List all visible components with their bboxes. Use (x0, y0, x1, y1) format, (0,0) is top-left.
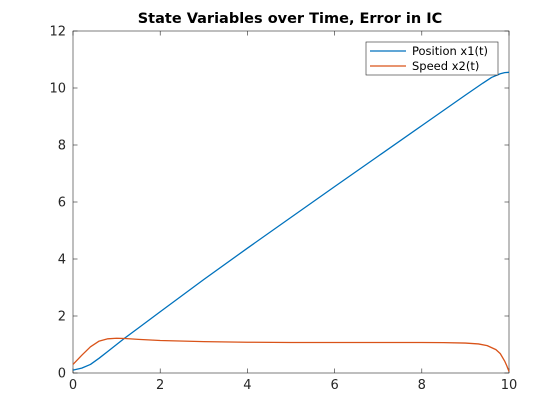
y-tick-label: 6 (58, 196, 66, 211)
legend-label: Position x1(t) (412, 44, 488, 58)
legend-box (365, 41, 499, 76)
y-tick-label: 4 (58, 253, 66, 268)
legend-label: Speed x2(t) (412, 59, 479, 73)
y-tick-label: 2 (58, 310, 66, 325)
x-tick-label: 8 (418, 378, 426, 393)
x-tick-label: 6 (330, 378, 338, 393)
x-tick-label: 0 (69, 378, 77, 393)
x-tick-label: 4 (243, 378, 251, 393)
y-tick-label: 0 (58, 367, 66, 382)
x-tick-label: 10 (501, 378, 518, 393)
series-line-1 (72, 71, 510, 371)
plot-area (72, 30, 510, 374)
chart-title: State Variables over Time, Error in IC (138, 11, 443, 27)
series-line-2 (72, 337, 510, 372)
x-tick-label: 2 (156, 378, 164, 393)
y-tick-label: 8 (58, 139, 66, 154)
y-tick-label: 12 (49, 25, 66, 40)
y-tick-label: 10 (49, 82, 66, 97)
